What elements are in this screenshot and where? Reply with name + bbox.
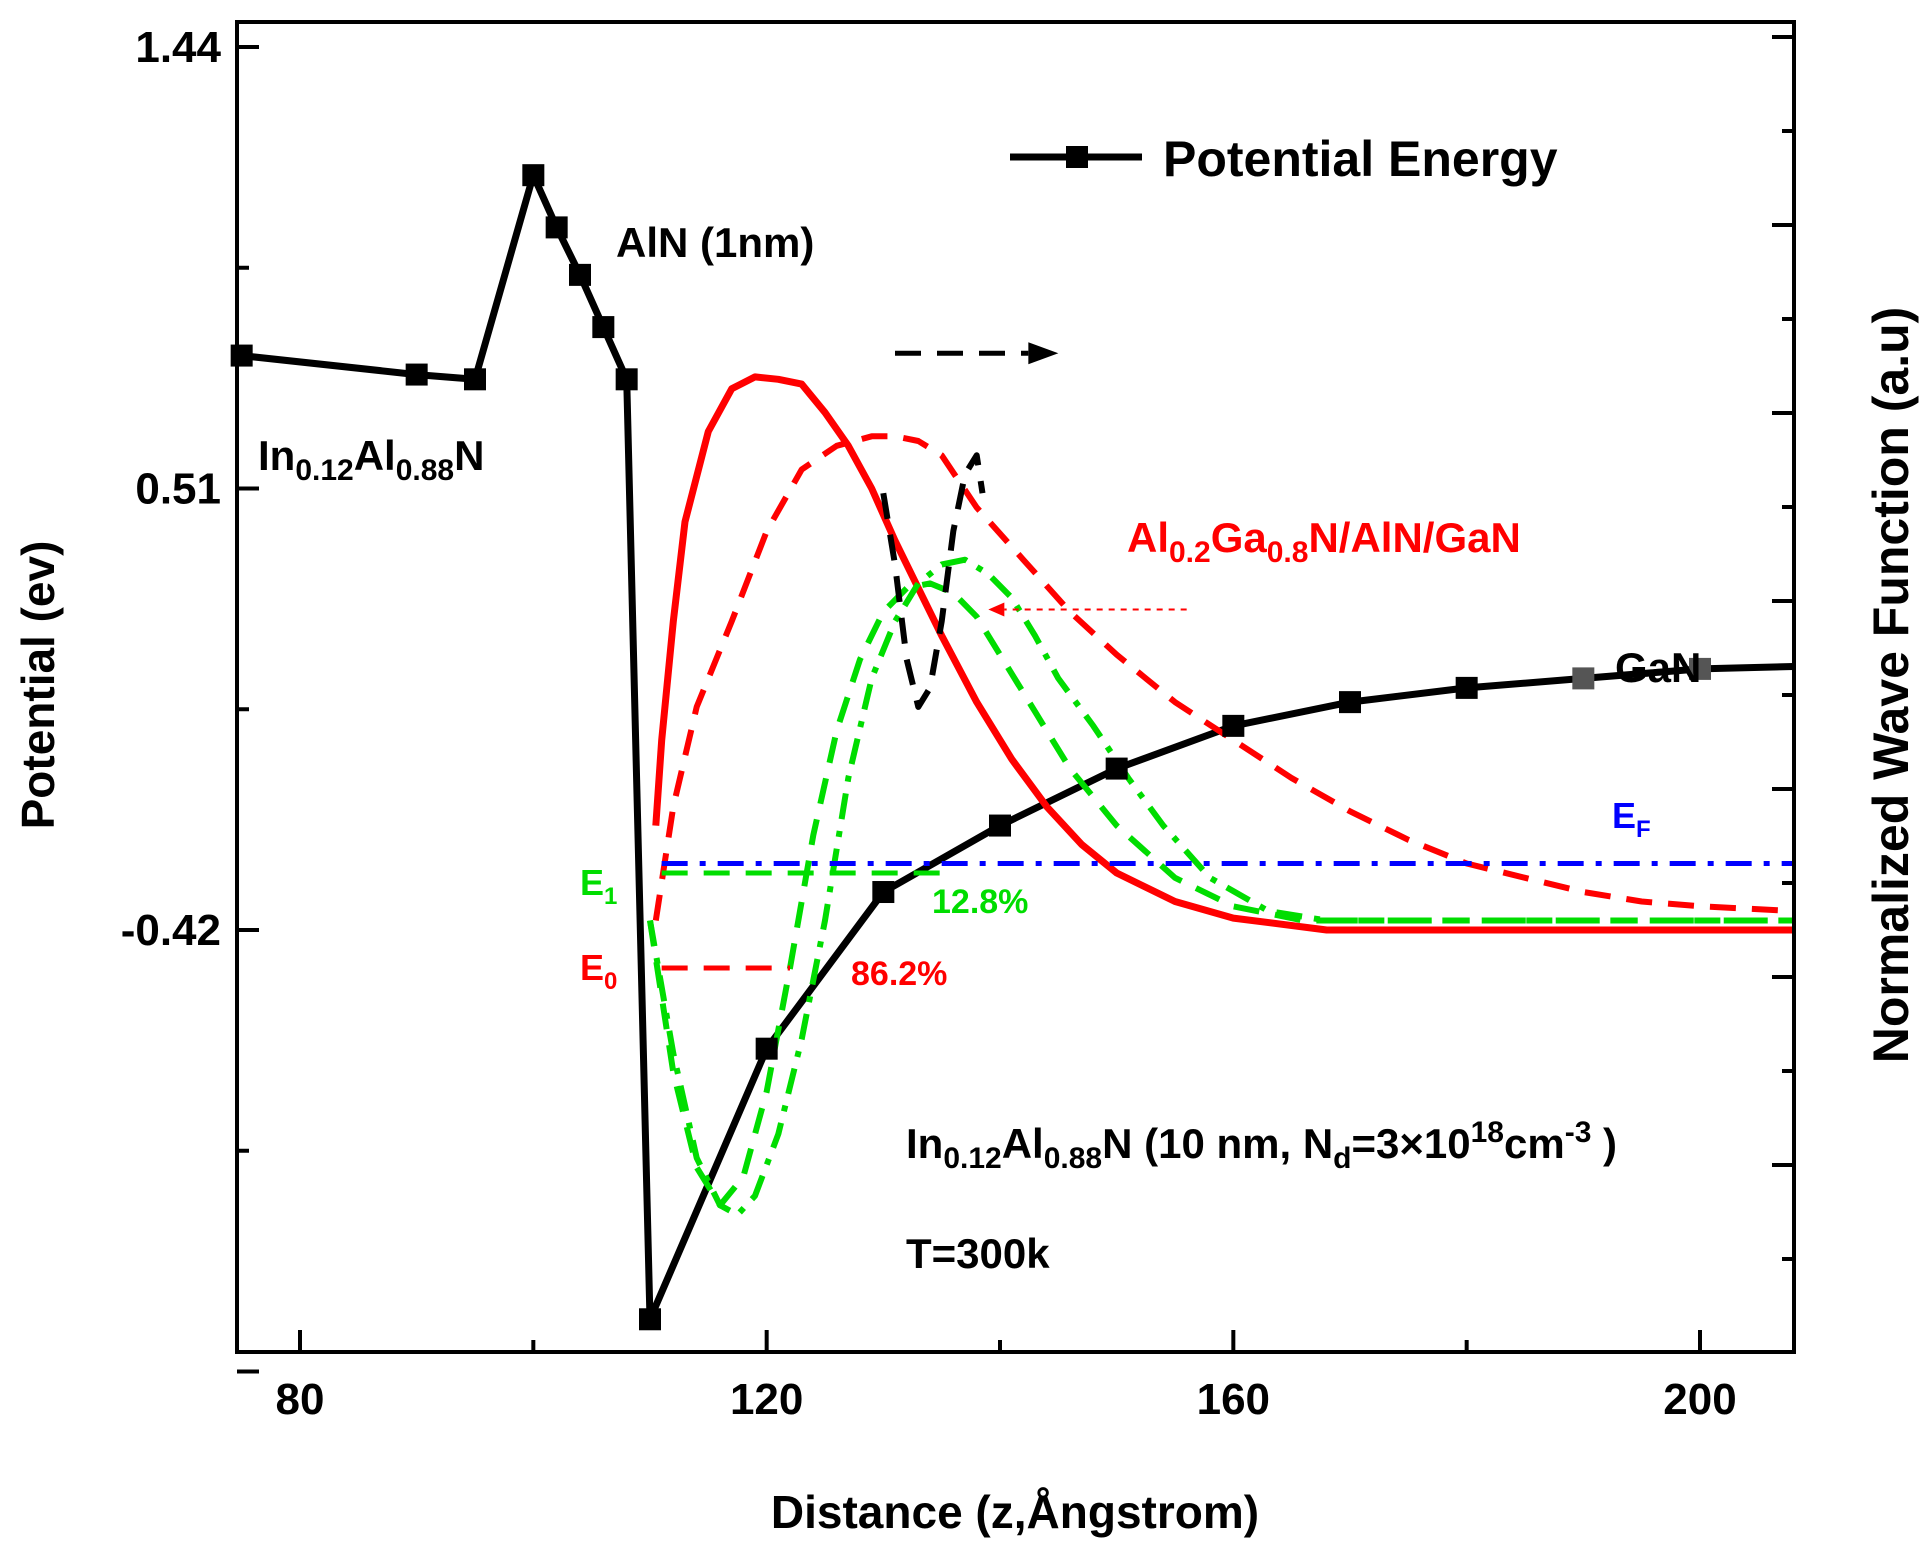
plot-frame [235, 20, 1796, 1354]
potential-marker-15 [1455, 676, 1478, 699]
y-axis-right-title: Normalized Wave Function (a.u) [1863, 307, 1919, 1064]
potential-marker-8 [639, 1308, 661, 1331]
series-line-5 [880, 452, 986, 710]
y-tick-label-0: 1.44 [135, 23, 221, 72]
legend-label-potential-energy: Potential Energy [1163, 131, 1558, 187]
annotation-algan-aln-gan: Al0.2Ga0.8N/AlN/GaN [1127, 514, 1521, 569]
energy-levels-layer [661, 861, 1794, 971]
potential-marker-7 [615, 368, 638, 391]
potential-marker-10 [872, 881, 895, 904]
potential-marker-6 [592, 316, 615, 339]
x-axis-title: Distance (z,Ångstrom) [771, 1486, 1259, 1538]
annotation-ef: EF [1612, 795, 1651, 843]
callout-arrow-head [988, 602, 1005, 617]
potential-marker-2 [464, 368, 486, 391]
annotation-pct-e0: 86.2% [851, 955, 947, 993]
annotation-e0: E0 [580, 947, 617, 995]
potential-marker-12 [1105, 757, 1128, 780]
potential-marker-16 [1572, 667, 1595, 690]
markers-layer [230, 164, 1711, 1331]
series-line-4 [647, 580, 1794, 1209]
annotation-aln: AlN (1nm) [616, 219, 814, 266]
y-tick-label-1: 0.51 [135, 465, 221, 514]
y-tick-label-2: -0.42 [121, 906, 221, 955]
annotation-inaln-conditions: In0.12Al0.88N (10 nm, Nd=3×1018cm-3 ) [906, 1116, 1617, 1175]
series-line-1 [652, 373, 1794, 934]
y-axis-left-title: Potential (ev) [12, 541, 64, 830]
potential-marker-14 [1339, 691, 1361, 714]
annotation-inaln-left: In0.12Al0.88N [258, 432, 484, 487]
x-tick-label-120: 120 [730, 1375, 803, 1424]
x-tick-label-200: 200 [1663, 1375, 1736, 1424]
x-tick-label-160: 160 [1197, 1375, 1270, 1424]
potential-marker-4 [545, 216, 568, 239]
legend: Potential Energy [1010, 131, 1558, 187]
annotation-temperature: T=300k [906, 1230, 1050, 1277]
potential-marker-13 [1222, 714, 1245, 737]
series-line-3 [647, 556, 1794, 1218]
potential-marker-3 [522, 164, 545, 187]
potential-marker-5 [569, 263, 591, 286]
potential-marker-9 [755, 1037, 778, 1060]
x-tick-label-80: 80 [276, 1375, 325, 1424]
right-axis-arrow-head [1028, 342, 1059, 365]
series-line-2 [652, 433, 1794, 921]
potential-marker-17 [1689, 657, 1711, 680]
potential-marker-0 [230, 344, 253, 367]
annotation-e1: E1 [580, 862, 617, 910]
potential-marker-1 [405, 363, 428, 386]
axis-ticks: 80 120 160 200 1.44 0.51 -0.42 [121, 23, 1794, 1424]
annotation-gan: GaN [1615, 644, 1701, 691]
potential-marker-11 [989, 814, 1011, 837]
arrows-layer [895, 342, 1187, 617]
legend-marker [1066, 146, 1088, 168]
annotation-pct-e1: 12.8% [932, 883, 1028, 921]
